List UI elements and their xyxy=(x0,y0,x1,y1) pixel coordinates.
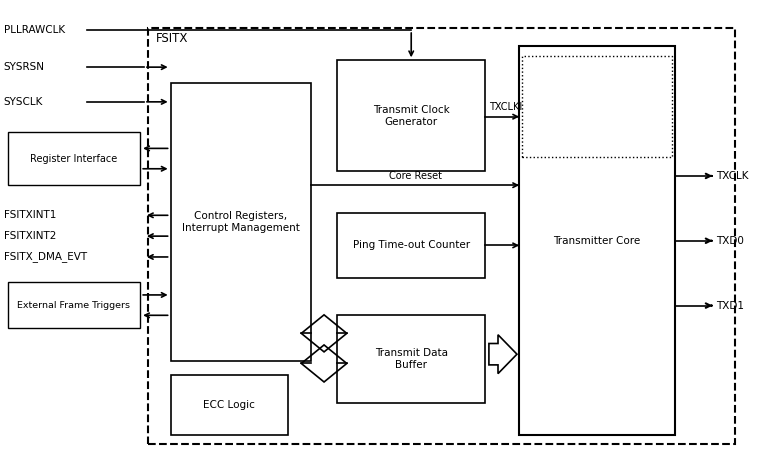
FancyBboxPatch shape xyxy=(337,60,485,171)
Text: TXD0: TXD0 xyxy=(716,236,744,246)
Text: Ping Time-out Counter: Ping Time-out Counter xyxy=(352,240,470,250)
Text: PLLRAWCLK: PLLRAWCLK xyxy=(4,25,65,35)
Text: FSITX_DMA_EVT: FSITX_DMA_EVT xyxy=(4,251,87,263)
Text: FSI Mode:
TXCLK = TXCLKIN/2
SPI Signaling Mode:
TXCLK = TXCLKIN: FSI Mode: TXCLK = TXCLKIN/2 SPI Signalin… xyxy=(552,87,641,126)
Text: Transmitter Core: Transmitter Core xyxy=(553,236,641,246)
FancyBboxPatch shape xyxy=(171,375,288,435)
FancyBboxPatch shape xyxy=(8,282,140,328)
Text: Control Registers,
Interrupt Management: Control Registers, Interrupt Management xyxy=(182,212,299,233)
Text: FSITX: FSITX xyxy=(155,32,188,45)
FancyBboxPatch shape xyxy=(522,56,672,157)
Text: TXD1: TXD1 xyxy=(716,300,744,311)
FancyBboxPatch shape xyxy=(337,315,485,403)
Text: External Frame Triggers: External Frame Triggers xyxy=(17,300,130,310)
Text: SYSRSN: SYSRSN xyxy=(4,62,45,72)
FancyBboxPatch shape xyxy=(337,213,485,278)
Text: TXCLKIN: TXCLKIN xyxy=(489,102,530,113)
Text: Transmit Data
Buffer: Transmit Data Buffer xyxy=(374,348,448,369)
FancyBboxPatch shape xyxy=(8,132,140,185)
Text: ECC Logic: ECC Logic xyxy=(203,400,255,410)
FancyBboxPatch shape xyxy=(148,28,735,444)
Text: TXCLK: TXCLK xyxy=(716,171,749,181)
Text: Core Reset: Core Reset xyxy=(389,171,441,181)
Text: Register Interface: Register Interface xyxy=(30,154,117,163)
Text: SYSCLK: SYSCLK xyxy=(4,97,43,107)
Text: Transmit Clock
Generator: Transmit Clock Generator xyxy=(373,105,449,126)
FancyBboxPatch shape xyxy=(171,83,311,361)
Text: FSITXINT2: FSITXINT2 xyxy=(4,231,56,241)
Text: FSITXINT1: FSITXINT1 xyxy=(4,210,56,220)
FancyBboxPatch shape xyxy=(519,46,675,435)
